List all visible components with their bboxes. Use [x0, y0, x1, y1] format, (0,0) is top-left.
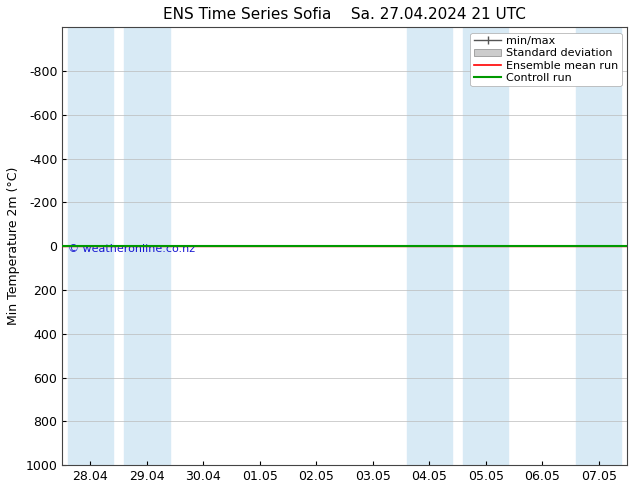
Text: © weatheronline.co.nz: © weatheronline.co.nz — [68, 244, 195, 254]
Legend: min/max, Standard deviation, Ensemble mean run, Controll run: min/max, Standard deviation, Ensemble me… — [470, 33, 621, 86]
Bar — [463, 27, 508, 465]
Y-axis label: Min Temperature 2m (°C): Min Temperature 2m (°C) — [7, 167, 20, 325]
Title: ENS Time Series Sofia    Sa. 27.04.2024 21 UTC: ENS Time Series Sofia Sa. 27.04.2024 21 … — [163, 7, 526, 22]
Bar — [576, 27, 621, 465]
Bar — [124, 27, 169, 465]
Bar — [407, 27, 452, 465]
Bar — [68, 27, 113, 465]
